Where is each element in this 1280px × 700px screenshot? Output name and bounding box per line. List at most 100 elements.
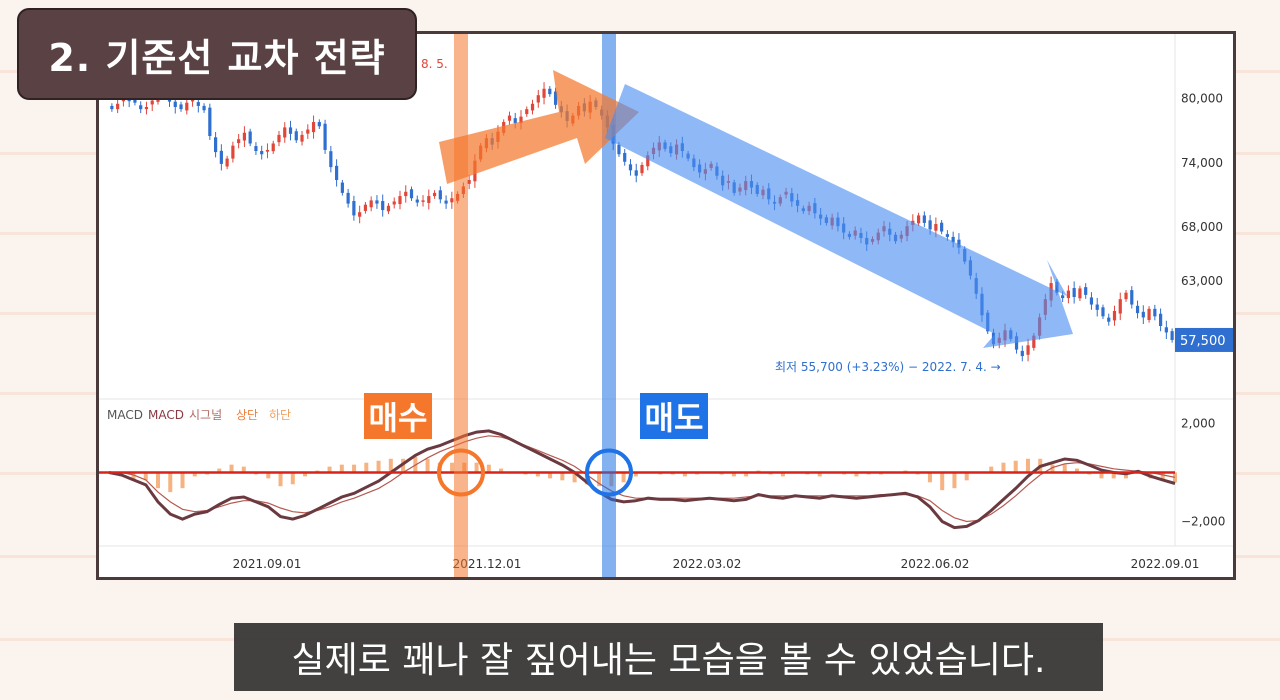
macd-histogram-bar [388, 458, 393, 473]
macd-legend-item: MACD [148, 408, 184, 422]
candle-body [173, 101, 177, 107]
candle-body [179, 104, 183, 110]
candle-body [392, 201, 396, 205]
macd-histogram-bar [450, 462, 455, 473]
macd-histogram-bar [682, 472, 687, 477]
subtitle-caption: 실제로 꽤나 잘 짚어내는 모습을 볼 수 있었습니다. [234, 623, 1103, 691]
candle-body [196, 102, 200, 106]
candle-body [375, 200, 379, 204]
candle-body [916, 215, 921, 224]
candle-body [634, 170, 638, 176]
candle-body [1112, 310, 1117, 321]
candle-body [214, 137, 218, 153]
candle-body [553, 91, 558, 105]
macd-histogram-bar [474, 462, 479, 473]
candle-body [1107, 317, 1111, 322]
candle-body [260, 151, 264, 155]
candle-body [1118, 299, 1122, 314]
candle-body [1135, 305, 1140, 314]
macd-histogram-bar [425, 458, 430, 473]
downtrend-arrow [605, 84, 1073, 348]
macd-histogram-bar [927, 472, 932, 483]
chart-canvas: 80,000 74,000 68,000 63,000 8. 5. 57,500 최저 55… [99, 34, 1233, 577]
candle-body [513, 118, 517, 124]
sell-tag: 매도 [640, 393, 708, 439]
macd-histogram-bar [1123, 472, 1128, 479]
candle-body [421, 200, 425, 202]
candle-body [1147, 308, 1151, 320]
macd-histogram-bar [1074, 468, 1079, 473]
price-tick-label: 74,000 [1181, 156, 1223, 170]
candle-body [139, 105, 143, 110]
candle-body [928, 220, 932, 230]
candle-body [940, 222, 944, 232]
macd-histogram-bar [952, 472, 957, 489]
candle-body [144, 107, 149, 110]
macd-histogram-bar [1111, 472, 1116, 479]
macd-histogram-bar [364, 462, 369, 473]
macd-histogram-bar [560, 472, 565, 481]
candle-body [1089, 297, 1094, 305]
candle-body [628, 164, 633, 171]
macd-histogram-bar [229, 464, 234, 473]
candle-body [386, 205, 391, 212]
macd-histogram-bar [278, 472, 283, 487]
candle-body [1170, 331, 1174, 340]
macd-histogram-bar [499, 468, 504, 473]
candle-body [507, 115, 512, 121]
macd-histogram-bar [548, 472, 553, 479]
candle-body [254, 146, 258, 152]
buy-tag: 매수 [364, 393, 432, 439]
candle-body [346, 192, 350, 204]
candle-body [646, 155, 650, 167]
candle-body [208, 107, 212, 136]
macd-histogram-bar [940, 472, 945, 491]
candle-body [133, 99, 137, 103]
price-tick-label: 68,000 [1181, 220, 1223, 234]
macd-histogram-bar [290, 472, 295, 485]
candle-body [1153, 308, 1157, 317]
candle-body [352, 201, 356, 216]
macd-histogram-bar [486, 464, 491, 473]
macd-histogram-bar [303, 472, 308, 477]
price-top-label: 8. 5. [421, 57, 448, 71]
candle-body [271, 143, 275, 152]
candle-body [225, 158, 229, 167]
macd-histogram-bar [156, 472, 161, 489]
macd-histogram-bar [854, 472, 859, 477]
candle-body [444, 200, 448, 204]
macd-histogram-bar [192, 472, 197, 477]
candle-body [116, 103, 120, 110]
macd-histogram-bar [964, 472, 969, 481]
candle-body [294, 131, 298, 141]
candle-body [548, 88, 552, 95]
candle-body [530, 103, 535, 111]
macd-histogram-bar [597, 472, 602, 487]
candle-body [202, 105, 206, 111]
macd-line [108, 429, 1176, 530]
time-tick-label: 2021.12.01 [453, 557, 522, 571]
candle-body [1158, 313, 1163, 326]
chart-panel: 80,000 74,000 68,000 63,000 8. 5. 57,500 최저 55… [96, 31, 1236, 580]
candle-body [1026, 345, 1030, 355]
candle-body [150, 100, 154, 105]
macd-histogram-bar [339, 464, 344, 473]
time-tick-label: 2022.09.01 [1131, 557, 1200, 571]
sell-cross-circle [585, 448, 633, 497]
candle-body [922, 215, 926, 223]
candle-body [277, 134, 281, 143]
candle-body [1032, 335, 1036, 348]
candle-body [1066, 290, 1070, 299]
candle-body [450, 198, 454, 203]
sell-highlight-band [602, 34, 616, 577]
candle-body [957, 239, 961, 248]
uptrend-arrow [439, 70, 639, 184]
candle-body [242, 132, 247, 141]
macd-histogram-bar [633, 472, 638, 477]
candle-body [300, 134, 304, 142]
candle-body [369, 200, 373, 208]
candle-body [283, 127, 287, 138]
candle-body [329, 151, 333, 168]
candle-body [1095, 304, 1099, 310]
current-price-tag [1175, 327, 1233, 352]
